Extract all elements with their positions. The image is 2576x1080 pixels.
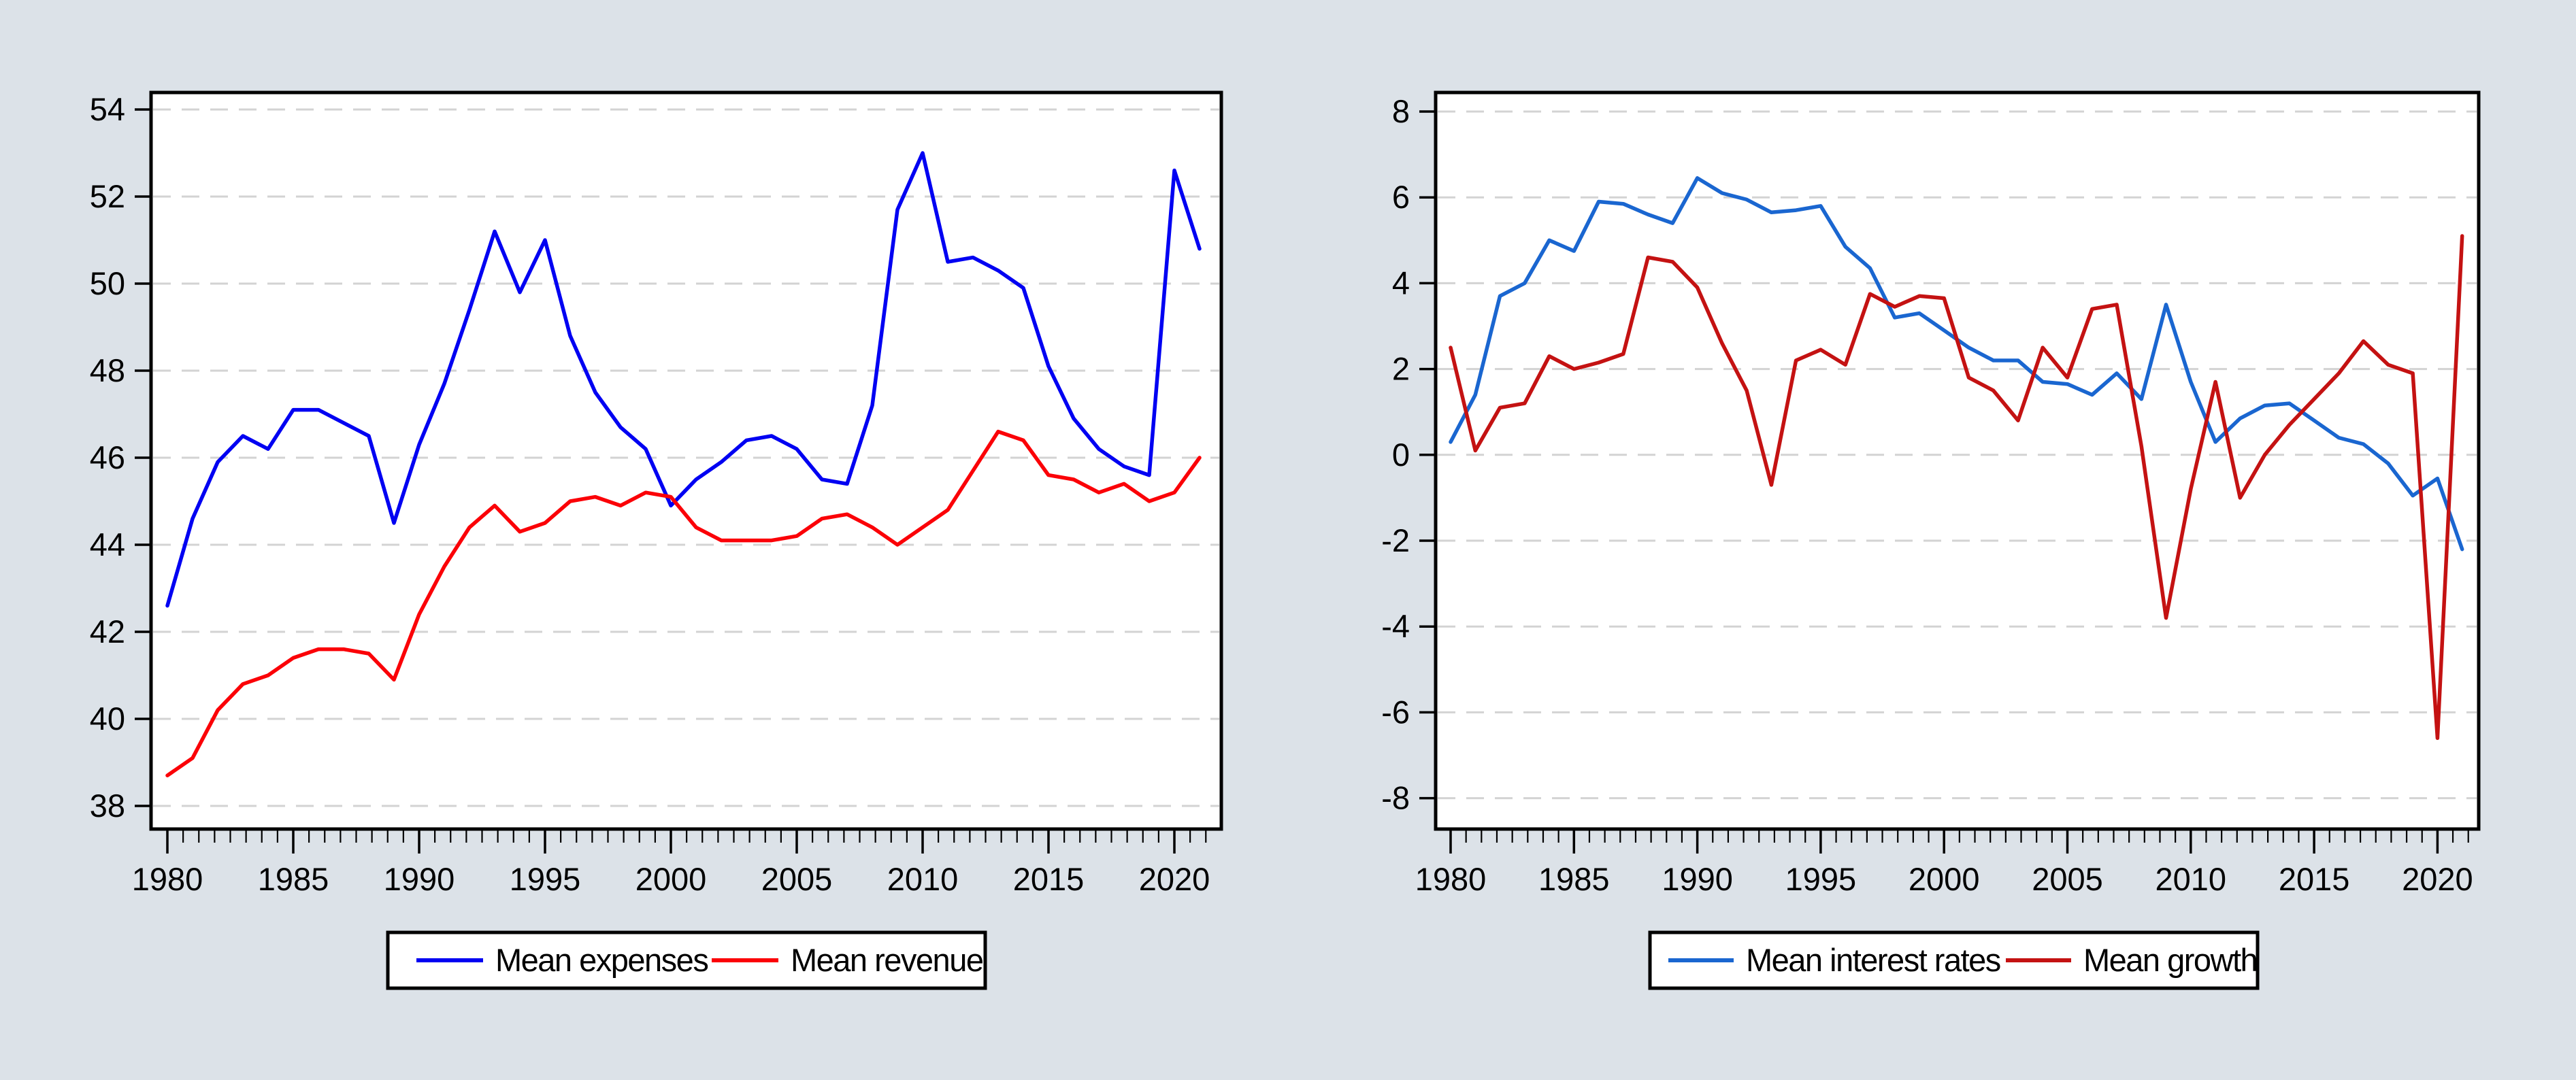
legend-label-mean-revenue: Mean revenue [791,942,983,978]
y-tick-label: 44 [90,526,125,562]
chart-panel-expenses-revenue: 54 52 50 48 46 44 42 40 38 1980 1985 1990 1995 2000 20… [90,90,1223,897]
x-tick-label: 2000 [635,861,707,897]
y-tick-label: 40 [90,701,125,737]
x-tick-label: 2010 [2156,861,2227,897]
x-tick-label: 1980 [132,861,203,897]
x-tick-label: 1990 [1662,861,1733,897]
y-tick-label: 46 [90,439,125,475]
legend-label-mean-expenses: Mean expenses [495,942,708,978]
y-tick-label: -8 [1381,780,1410,816]
y-tick-label: 50 [90,265,125,301]
x-tick-label: 1995 [510,861,581,897]
series-line-mean-revenue [165,429,1202,777]
legend-label-mean-growth: Mean growth [2083,942,2257,978]
y-tick-label: 8 [1392,93,1410,129]
plot-area [149,90,1223,831]
x-tick-label: 2005 [761,861,833,897]
x-tick-label: 1985 [1538,861,1610,897]
legend-box [1648,930,2260,990]
y-tick-label: 54 [90,91,125,127]
x-tick-label: 2005 [2032,861,2103,897]
y-tick-label: 52 [90,178,125,214]
y-tick-label: 42 [90,613,125,649]
legend-box [386,930,987,990]
chart-panel-interest-growth: 8 6 4 2 0 -2 -4 -6 -8 1980 1985 1990 1995 2000 2005 201… [1381,90,2481,897]
y-tick-label: -6 [1381,694,1410,730]
x-tick-label: 2015 [2279,861,2350,897]
x-tick-label: 1990 [384,861,455,897]
x-tick-label: 1980 [1415,861,1487,897]
x-tick-label: 2010 [887,861,959,897]
x-tick-label: 2020 [2402,861,2473,897]
y-tick-label: 6 [1392,179,1410,215]
y-tick-label: -4 [1381,608,1410,644]
legend-label-mean-interest-rates: Mean interest rates [1746,942,2000,978]
series-line-mean-growth [1449,234,2464,741]
y-tick-label: -2 [1381,522,1410,558]
x-tick-label: 2015 [1013,861,1085,897]
y-tick-label: 0 [1392,437,1410,473]
x-tick-label: 1985 [258,861,329,897]
x-tick-label: 2000 [1909,861,1980,897]
x-tick-label: 2020 [1139,861,1210,897]
y-tick-label: 2 [1392,351,1410,387]
y-tick-label: 48 [90,352,125,388]
y-tick-label: 38 [90,788,125,824]
y-tick-label: 4 [1392,265,1410,301]
legend-expenses-revenue: Mean expenses Mean revenue [386,930,987,990]
x-tick-label: 1995 [1785,861,1857,897]
plot-area [1434,90,2481,831]
series-line-mean-expenses [165,151,1202,608]
legend-interest-growth: Mean interest rates Mean growth [1648,930,2260,990]
